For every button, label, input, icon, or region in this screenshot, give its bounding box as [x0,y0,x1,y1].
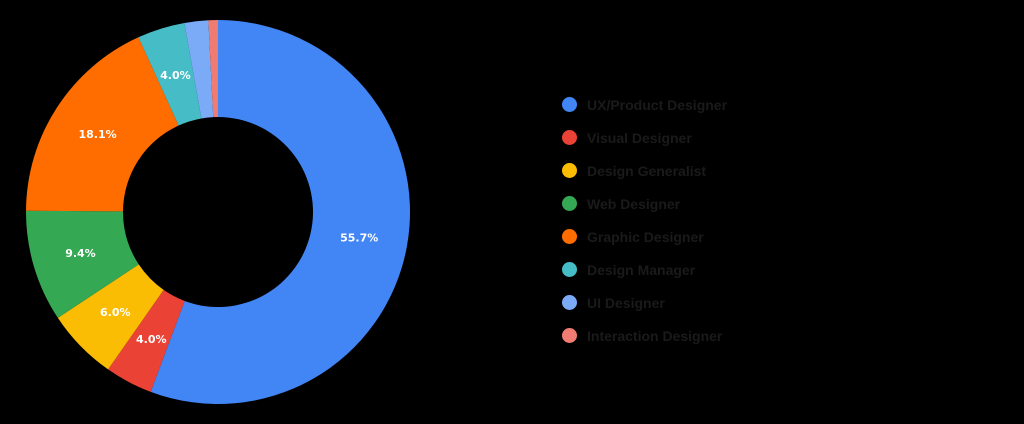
legend-dot-icon [562,97,577,112]
slice-interaction-designer[interactable] [208,20,218,118]
slice-value-label: 6.0% [100,306,131,319]
legend-item-visual-designer[interactable]: Visual Designer [562,121,727,154]
slice-visual-designer[interactable] [108,289,185,392]
legend-item-design-manager[interactable]: Design Manager [562,253,727,286]
slice-graphic-designer[interactable] [26,37,179,212]
legend-label: Visual Designer [587,129,692,146]
legend-item-ui-designer[interactable]: UI Designer [562,286,727,319]
donut-slices [26,20,410,404]
legend-dot-icon [562,130,577,145]
legend-label: Interaction Designer [587,327,723,344]
legend-dot-icon [562,196,577,211]
legend-label: Design Generalist [587,162,707,179]
legend-label: UX/Product Designer [587,96,728,113]
legend-item-ux-product-designer[interactable]: UX/Product Designer [562,88,727,121]
legend-label: Graphic Designer [587,228,704,245]
slice-ui-designer[interactable] [184,20,214,119]
legend-dot-icon [562,328,577,343]
legend-item-interaction-designer[interactable]: Interaction Designer [562,319,727,352]
slice-labels: 55.7% 4.0% 6.0% 9.4% 18.1% 4.0% [65,69,378,346]
legend-item-design-generalist[interactable]: Design Generalist [562,154,727,187]
legend-item-web-designer[interactable]: Web Designer [562,187,727,220]
slice-design-generalist[interactable] [57,264,164,370]
slice-value-label: 4.0% [160,69,191,82]
legend-item-graphic-designer[interactable]: Graphic Designer [562,220,727,253]
slice-ux-product-designer[interactable] [150,20,410,404]
legend-label: Design Manager [587,261,696,278]
legend-label: Web Designer [587,195,681,212]
slice-design-manager[interactable] [138,22,202,126]
legend-dot-icon [562,262,577,277]
legend-dot-icon [562,163,577,178]
slice-web-designer[interactable] [26,210,139,318]
slice-value-label: 18.1% [78,128,116,141]
slice-value-label: 4.0% [136,333,167,346]
legend-label: UI Designer [587,294,665,311]
legend-dot-icon [562,229,577,244]
slice-value-label: 55.7% [340,232,378,245]
legend-dot-icon [562,295,577,310]
slice-value-label: 9.4% [65,247,96,260]
chart-legend: UX/Product Designer Visual Designer Desi… [562,88,727,352]
